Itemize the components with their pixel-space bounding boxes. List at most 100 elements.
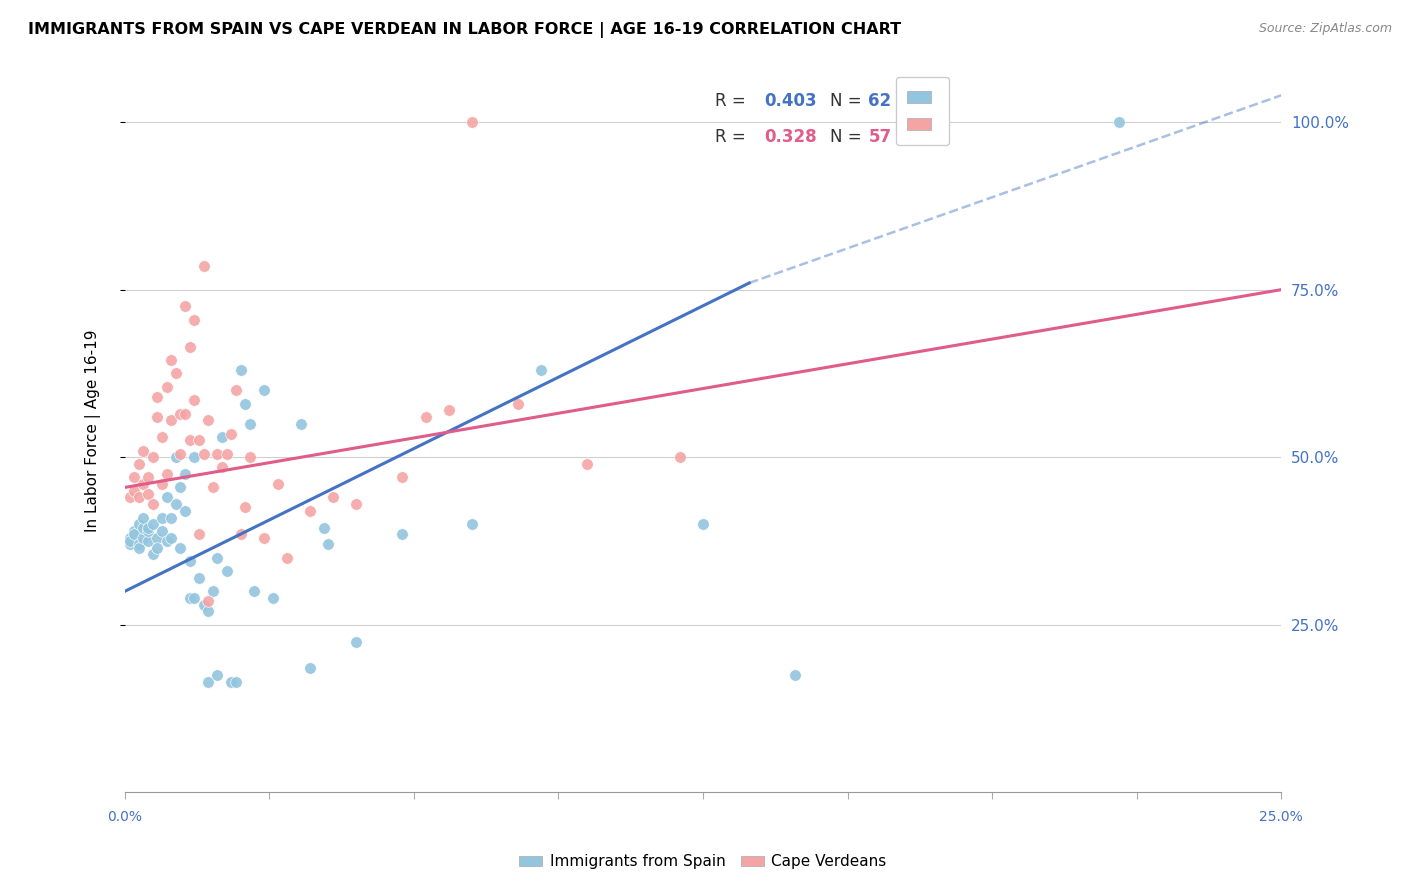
Point xyxy=(142,450,165,465)
Point xyxy=(146,410,169,425)
Point xyxy=(146,390,169,404)
Text: Source: ZipAtlas.com: Source: ZipAtlas.com xyxy=(1258,22,1392,36)
Point xyxy=(160,353,183,368)
Point xyxy=(215,564,238,578)
Point xyxy=(174,407,197,421)
Point xyxy=(155,467,177,481)
Point xyxy=(183,313,205,327)
Point xyxy=(197,413,219,427)
Point xyxy=(298,504,321,518)
Point xyxy=(142,517,165,532)
Point xyxy=(211,430,233,444)
Point xyxy=(160,413,183,427)
Text: R =: R = xyxy=(714,128,745,146)
Point xyxy=(132,520,155,534)
Point xyxy=(211,460,233,475)
Point xyxy=(692,517,714,532)
Point xyxy=(174,467,197,481)
Point xyxy=(322,491,344,505)
Point xyxy=(437,403,460,417)
Point xyxy=(122,527,145,541)
Point xyxy=(344,634,367,648)
Text: R =: R = xyxy=(714,92,745,110)
Point xyxy=(576,457,599,471)
Text: 0.0%: 0.0% xyxy=(107,811,142,824)
Point xyxy=(128,541,150,555)
Text: 57: 57 xyxy=(869,128,891,146)
Point xyxy=(160,531,183,545)
Point xyxy=(150,430,173,444)
Text: IMMIGRANTS FROM SPAIN VS CAPE VERDEAN IN LABOR FORCE | AGE 16-19 CORRELATION CHA: IMMIGRANTS FROM SPAIN VS CAPE VERDEAN IN… xyxy=(28,22,901,38)
Point xyxy=(233,500,256,515)
Point xyxy=(229,527,252,541)
Point xyxy=(169,480,191,494)
Text: 0.403: 0.403 xyxy=(765,92,817,110)
Point xyxy=(193,598,215,612)
Point xyxy=(225,383,247,397)
Point xyxy=(128,537,150,551)
Point xyxy=(118,491,141,505)
Point xyxy=(132,443,155,458)
Point xyxy=(243,584,266,599)
Point xyxy=(253,531,276,545)
Point xyxy=(461,517,484,532)
Point xyxy=(201,584,224,599)
Point xyxy=(118,537,141,551)
Point xyxy=(128,491,150,505)
Point xyxy=(187,571,209,585)
Point xyxy=(506,396,529,410)
Point xyxy=(290,417,312,431)
Point xyxy=(179,591,201,605)
Point xyxy=(207,668,229,682)
Point xyxy=(165,497,187,511)
Point xyxy=(122,524,145,538)
Point xyxy=(132,477,155,491)
Point xyxy=(118,531,141,545)
Point xyxy=(136,533,159,548)
Point xyxy=(165,367,187,381)
Point xyxy=(193,259,215,273)
Point xyxy=(132,531,155,545)
Point xyxy=(391,470,413,484)
Point xyxy=(150,510,173,524)
Point xyxy=(136,524,159,538)
Point xyxy=(461,115,484,129)
Point xyxy=(276,550,298,565)
Point xyxy=(669,450,692,465)
Point xyxy=(122,483,145,498)
Point xyxy=(312,520,335,534)
Text: N =: N = xyxy=(830,92,862,110)
Point xyxy=(128,517,150,532)
Point xyxy=(128,457,150,471)
Point xyxy=(169,541,191,555)
Point xyxy=(785,668,807,682)
Point xyxy=(233,396,256,410)
Point xyxy=(201,480,224,494)
Point xyxy=(150,477,173,491)
Point xyxy=(298,661,321,675)
Point xyxy=(391,527,413,541)
Point xyxy=(136,487,159,501)
Point xyxy=(197,594,219,608)
Point xyxy=(197,604,219,618)
Point xyxy=(239,450,262,465)
Point xyxy=(183,591,205,605)
Point xyxy=(344,497,367,511)
Point xyxy=(146,531,169,545)
Point xyxy=(160,510,183,524)
Point xyxy=(169,447,191,461)
Point xyxy=(318,537,340,551)
Point xyxy=(142,497,165,511)
Point xyxy=(174,504,197,518)
Point xyxy=(1108,115,1130,129)
Text: N =: N = xyxy=(830,128,862,146)
Point xyxy=(174,300,197,314)
Point xyxy=(136,470,159,484)
Point xyxy=(169,407,191,421)
Point xyxy=(165,450,187,465)
Point xyxy=(219,674,242,689)
Y-axis label: In Labor Force | Age 16-19: In Labor Force | Age 16-19 xyxy=(86,329,101,532)
Point xyxy=(219,426,242,441)
Point xyxy=(179,340,201,354)
Point xyxy=(415,410,437,425)
